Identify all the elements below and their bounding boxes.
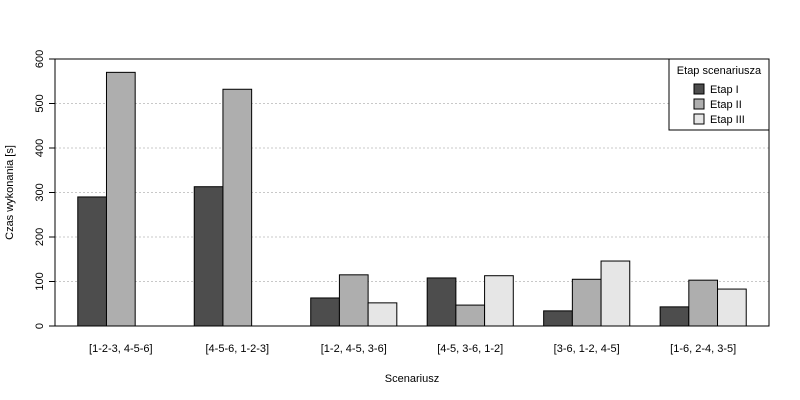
bar-etap-i (310, 297, 340, 327)
y-axis: 0 100 200 300 400 500 600 (34, 50, 55, 329)
bar-etap-ii (105, 71, 136, 327)
y-tick-label: 600 (34, 50, 46, 68)
legend: Etap scenariusza Etap I Etap II Etap III (668, 58, 770, 131)
x-tick-label: [4-5, 3-6, 1-2] (437, 343, 503, 355)
bar-etap-ii (338, 274, 369, 327)
bar-etap-iii (484, 275, 514, 327)
bar-etap-ii (571, 278, 602, 327)
y-axis-title: Czas wykonania [s] (4, 145, 16, 240)
bars (77, 71, 747, 327)
legend-swatch-etap-ii (693, 98, 705, 110)
bar-etap-iii (600, 260, 631, 327)
bar-etap-i (659, 306, 690, 327)
bar-etap-i (543, 310, 573, 327)
bar-etap-i (77, 196, 107, 327)
bar-etap-ii (455, 304, 486, 327)
bar-etap-ii (222, 88, 253, 327)
legend-title: Etap scenariusza (677, 65, 762, 77)
y-tick-label: 500 (34, 94, 46, 112)
bar-etap-iii (717, 288, 747, 327)
x-axis-title: Scenariusz (385, 373, 439, 385)
x-tick-label: [1-2-3, 4-5-6] (89, 343, 153, 355)
grid-lines (55, 58, 769, 282)
legend-swatch-etap-i (693, 83, 705, 95)
x-axis: [1-2-3, 4-5-6] [4-5-6, 1-2-3] [1-2, 4-5, 3… (89, 343, 736, 355)
y-tick-label: 200 (34, 228, 46, 246)
bar-etap-i (426, 277, 457, 327)
y-tick-label: 0 (34, 323, 46, 329)
legend-label: Etap II (710, 99, 742, 111)
y-tick-label: 400 (34, 139, 46, 157)
bar-etap-i (193, 186, 224, 327)
legend-swatch-etap-iii (693, 113, 705, 125)
y-tick-label: 300 (34, 183, 46, 201)
bar-etap-iii (367, 302, 398, 327)
legend-box (668, 58, 770, 131)
legend-label: Etap III (710, 114, 745, 126)
legend-label: Etap I (710, 84, 739, 96)
x-tick-label: [4-5-6, 1-2-3] (205, 343, 269, 355)
x-tick-label: [3-6, 1-2, 4-5] (554, 343, 620, 355)
bar-etap-ii (688, 279, 719, 327)
y-tick-label: 100 (34, 272, 46, 290)
x-tick-label: [1-6, 2-4, 3-5] (670, 343, 736, 355)
x-tick-label: [1-2, 4-5, 3-6] (321, 343, 387, 355)
